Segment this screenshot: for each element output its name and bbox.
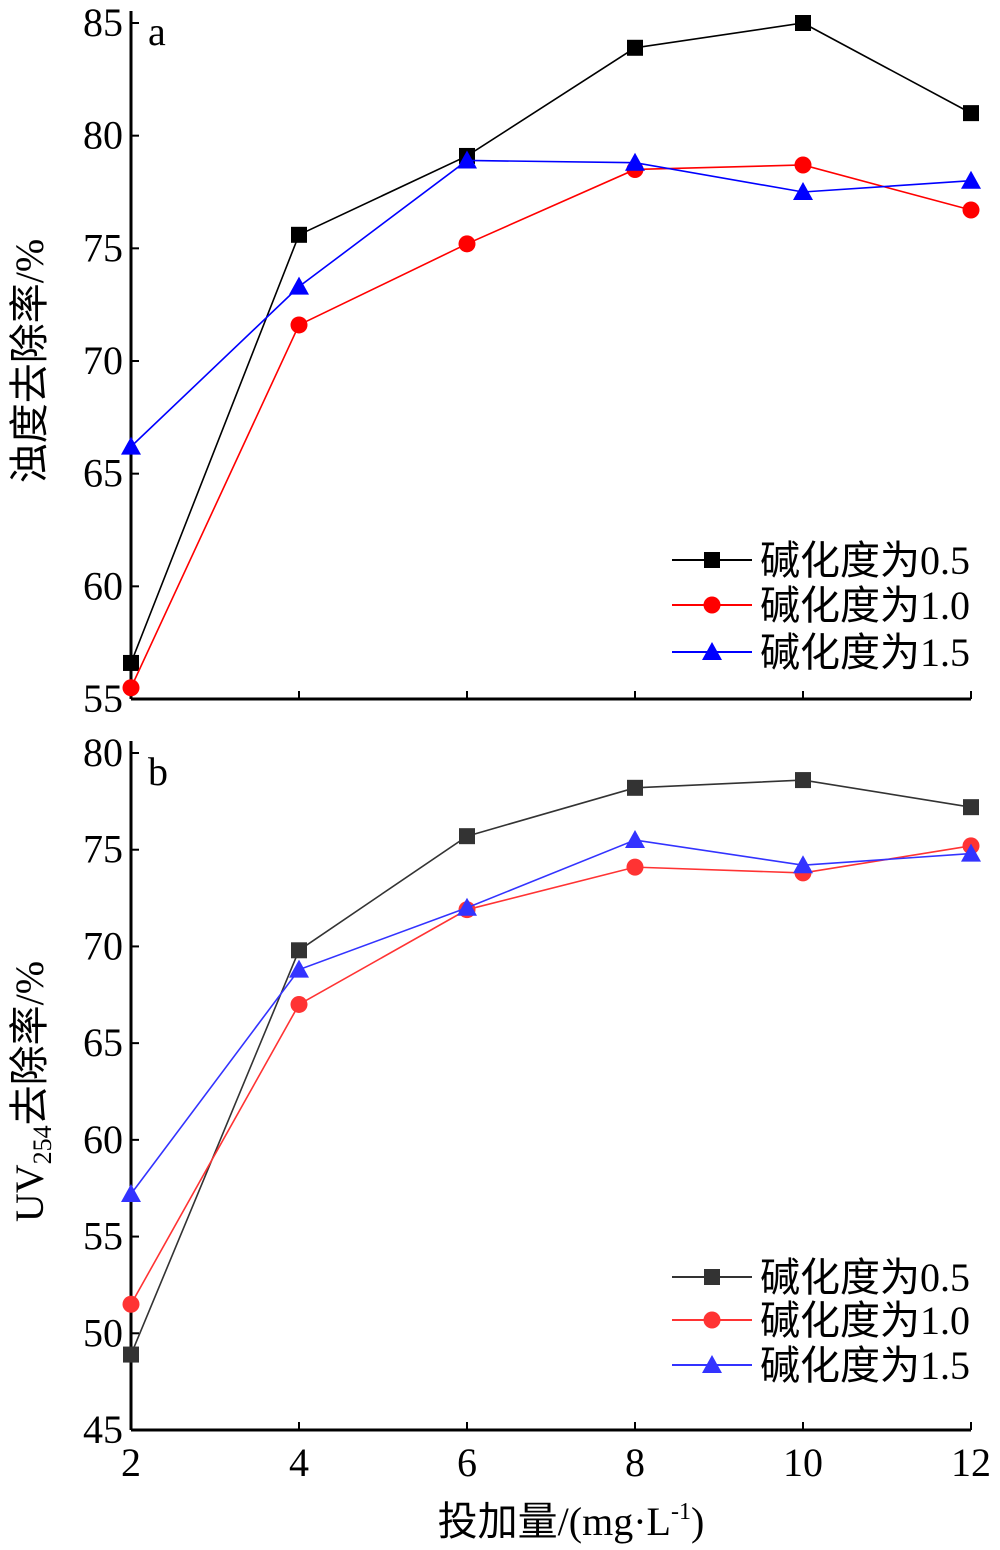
series-line xyxy=(130,164,972,689)
data-point xyxy=(290,316,308,334)
data-point xyxy=(795,772,811,789)
data-point xyxy=(793,855,813,874)
data-point xyxy=(123,654,139,671)
legend-label: 碱化度为1.5 xyxy=(760,630,970,675)
legend-marker xyxy=(704,1269,720,1285)
y-tick-label: 70 xyxy=(83,923,123,968)
series-line xyxy=(130,779,972,1355)
y-tick-label: 60 xyxy=(83,1117,123,1162)
data-point xyxy=(961,170,981,189)
y-tick-label: 75 xyxy=(83,225,123,270)
legend-label: 碱化度为1.0 xyxy=(760,583,970,628)
data-point xyxy=(962,201,980,219)
legend-marker xyxy=(703,596,721,614)
y-tick-label: 85 xyxy=(83,0,123,45)
data-point xyxy=(459,828,475,845)
y-tick-label: 65 xyxy=(83,451,123,496)
data-point xyxy=(291,942,307,959)
data-point xyxy=(289,959,309,978)
data-point xyxy=(123,1346,139,1363)
y-tick-label: 70 xyxy=(83,338,123,383)
panel-b: 45 50 55 60 65 70 75 80 2 4 6 8 10 12 b UV254去除率/% 碱化度为0… xyxy=(7,730,991,1544)
legend-label: 碱化度为1.0 xyxy=(760,1298,970,1343)
data-point xyxy=(793,182,813,200)
x-tick-label: 2 xyxy=(121,1440,141,1485)
data-point xyxy=(457,150,477,169)
data-point xyxy=(290,995,308,1013)
data-point xyxy=(794,156,812,174)
y-tick-label: 65 xyxy=(83,1020,123,1065)
data-point xyxy=(289,276,309,295)
y-tick-label: 45 xyxy=(83,1407,123,1452)
legend-label: 碱化度为0.5 xyxy=(760,1255,970,1300)
series-line xyxy=(130,845,972,1305)
data-point xyxy=(458,235,476,253)
data-point xyxy=(122,679,140,697)
panel-label: a xyxy=(148,9,166,54)
data-point xyxy=(627,39,643,56)
legend-label: 碱化度为1.5 xyxy=(760,1343,970,1388)
data-point xyxy=(961,843,981,862)
legend-label: 碱化度为0.5 xyxy=(760,538,970,583)
x-tick-label: 6 xyxy=(457,1440,477,1485)
legend-marker xyxy=(702,1355,722,1373)
data-point xyxy=(963,105,979,122)
legend-marker xyxy=(703,1311,721,1329)
x-tick-label: 10 xyxy=(783,1440,823,1485)
data-point xyxy=(627,779,643,796)
x-tick-label: 12 xyxy=(951,1440,991,1485)
data-point xyxy=(963,799,979,816)
panel-label: b xyxy=(148,749,168,794)
y-tick-label: 55 xyxy=(83,676,123,721)
legend-marker xyxy=(702,642,722,660)
data-point xyxy=(626,858,644,876)
y-tick-label: 80 xyxy=(83,113,123,158)
series-line xyxy=(130,839,972,1195)
data-point xyxy=(121,436,141,455)
legend-marker xyxy=(704,552,720,568)
data-point xyxy=(122,1295,140,1313)
x-tick-label: 4 xyxy=(289,1440,309,1485)
series-line xyxy=(130,22,972,664)
y-axis-title: UV254去除率/% xyxy=(7,961,57,1222)
data-point xyxy=(291,226,307,243)
x-tick-label: 8 xyxy=(625,1440,645,1485)
data-point xyxy=(625,152,645,171)
data-point xyxy=(457,897,477,916)
y-tick-label: 50 xyxy=(83,1310,123,1355)
y-axis-title: 浊度去除率/% xyxy=(7,239,52,483)
y-tick-label: 55 xyxy=(83,1214,123,1259)
data-point xyxy=(795,15,811,31)
series-line xyxy=(130,159,972,448)
data-point xyxy=(625,830,645,849)
y-tick-label: 60 xyxy=(83,563,123,608)
y-tick-label: 75 xyxy=(83,827,123,872)
y-tick-label: 80 xyxy=(83,730,123,775)
x-axis-title: 投加量/(mg·L-1) xyxy=(438,1499,705,1544)
panel-a: 55 60 65 70 75 80 85 a 浊度去除率/% 碱化度为0.5碱化度为1.0碱化度为… xyxy=(7,0,981,721)
data-point xyxy=(121,1184,141,1203)
